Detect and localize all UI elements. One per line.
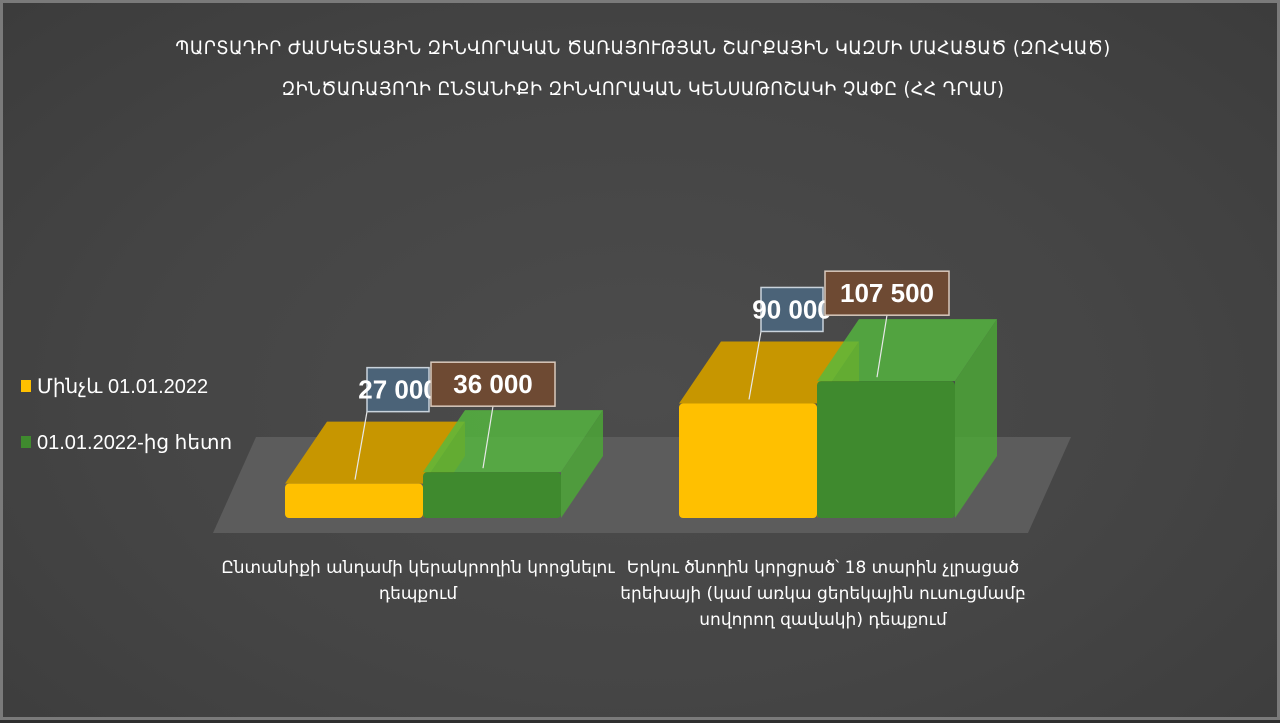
leader-line-s1-c1 [876, 315, 888, 378]
bar-top-s0-c1 [679, 341, 859, 404]
category-label-1-line-0: Երկու ծնողին կորցրած՝ 18 տարին չլրացած [626, 558, 1020, 578]
bar-s0-c0 [285, 483, 423, 518]
data-label-box-s1-c1 [824, 270, 950, 316]
data-label-box-s0-c0 [366, 366, 430, 413]
legend-item-before: Մինչև 01.01.2022 [21, 373, 208, 399]
bar-s1-c0 [423, 472, 561, 518]
bar-top-s1-c0 [423, 410, 603, 473]
category-label-1: Երկու ծնողին կորցրած՝ 18 տարին չլրացած ե… [613, 555, 1033, 633]
data-label-box-s0-c1 [760, 286, 824, 333]
leader-line-s0-c0 [354, 411, 368, 480]
data-label-s1-c1: 107 500 [840, 278, 934, 308]
data-label-s1-c0: 36 000 [453, 369, 533, 399]
bar-s0-c1 [679, 403, 817, 518]
chart-title: ՊԱՐՏԱԴԻՐ ԺԱՄԿԵՏԱՅԻՆ ԶԻՆՎՈՐԱԿԱՆ ԾԱՌԱՅՈՒԹՅ… [175, 37, 1111, 59]
bar-side-s1-c1 [955, 319, 997, 518]
data-label-s0-c0: 27 000 [358, 375, 438, 405]
category-label-1-line-2: սովորող զավակի) դեպքում [699, 610, 947, 630]
leader-line-s0-c1 [748, 331, 762, 400]
category-label-0-line-0: Ընտանիքի անդամի կերակրողին կորցնելու [221, 558, 615, 578]
category-label-1-line-1: երեխայի (կամ առկա ցերեկային ուսուցմամբ [620, 584, 1026, 604]
bar-top-s1-c1 [817, 319, 997, 382]
data-label-box-s1-c0 [430, 361, 556, 407]
bar-side-s1-c0 [561, 410, 603, 518]
chart-subtitle: ԶԻՆԾԱՌԱՅՈՂԻ ԸՆՏԱՆԻՔԻ ԶԻՆՎՈՐԱԿԱՆ ԿԵՆՍԱԹՈՇ… [281, 78, 1005, 100]
bar-s1-c1 [817, 381, 955, 518]
category-label-0: Ընտանիքի անդամի կերակրողին կորցնելու դեպ… [218, 555, 618, 607]
category-label-0-line-1: դեպքում [378, 584, 458, 604]
bar-top-s0-c0 [285, 421, 465, 484]
chart-plot: 27 000 36 000 90 000 107 500 [213, 270, 1071, 533]
legend-label-after: 01.01.2022-ից հետո [37, 431, 233, 454]
legend-swatch-yellow [21, 380, 31, 392]
data-label-s0-c1: 90 000 [752, 294, 832, 324]
legend-label-before: Մինչև 01.01.2022 [37, 375, 209, 398]
legend-swatch-green [21, 436, 31, 448]
legend-item-after: 01.01.2022-ից հետո [21, 429, 232, 455]
leader-line-s1-c0 [482, 406, 494, 469]
